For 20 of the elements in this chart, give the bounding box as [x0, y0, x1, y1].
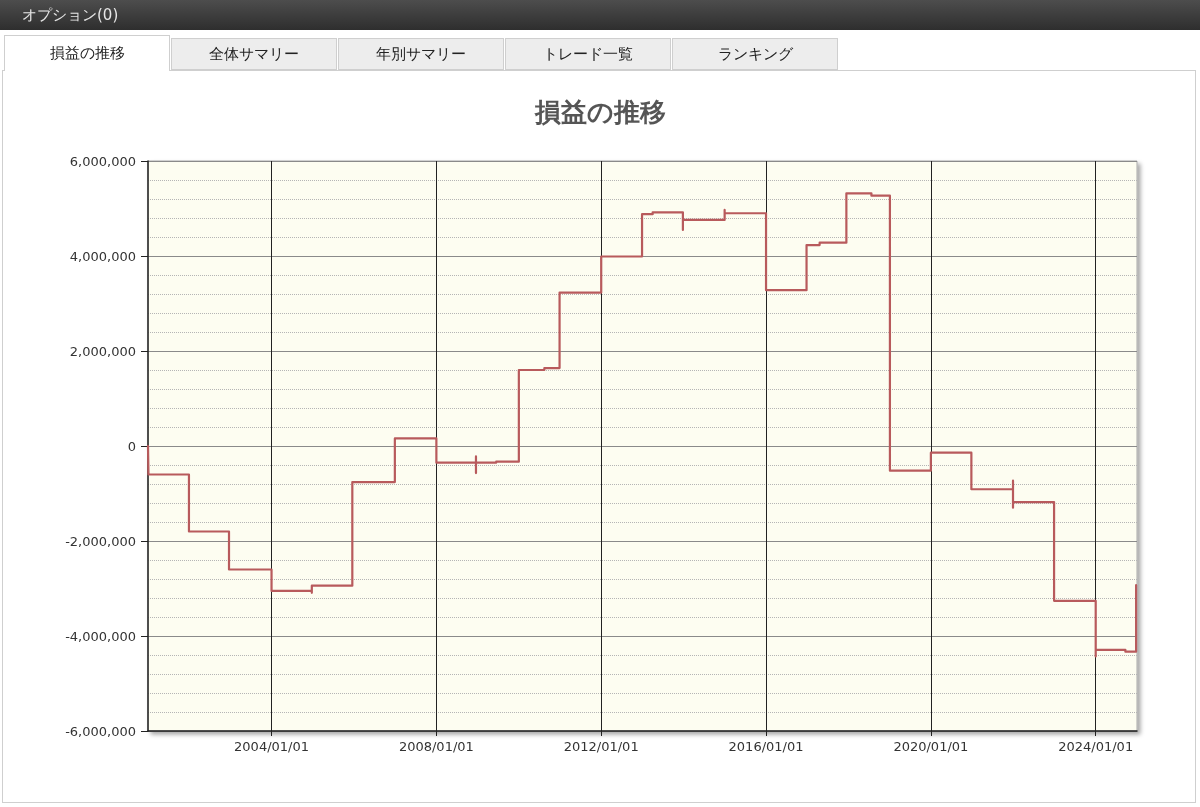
x-tick-label: 2024/01/01	[1058, 739, 1134, 754]
y-tick-label: 2,000,000	[69, 343, 136, 359]
tab: 全体サマリー	[171, 38, 337, 70]
header-bar: オプション(0)	[0, 0, 1200, 30]
y-tick-label: 4,000,000	[69, 248, 136, 264]
y-tick-label: -4,000,000	[65, 628, 136, 644]
tab: 年別サマリー	[338, 38, 504, 70]
x-tick-label: 2016/01/01	[728, 739, 804, 754]
y-tick-label: -2,000,000	[65, 533, 136, 549]
y-tick-label: 6,000,000	[69, 153, 136, 169]
tab: トレード一覧	[505, 38, 671, 70]
x-tick-label: 2004/01/01	[234, 739, 310, 754]
x-tick-label: 2012/01/01	[563, 739, 639, 754]
tab: ランキング	[672, 38, 838, 70]
tab-selected: 損益の推移	[4, 35, 170, 71]
x-tick-label: 2020/01/01	[893, 739, 969, 754]
x-tick-label: 2008/01/01	[398, 739, 474, 754]
y-tick-label: -6,000,000	[65, 723, 136, 739]
y-tick-label: 0	[127, 438, 136, 454]
chart-title: 損益の推移	[533, 97, 666, 127]
